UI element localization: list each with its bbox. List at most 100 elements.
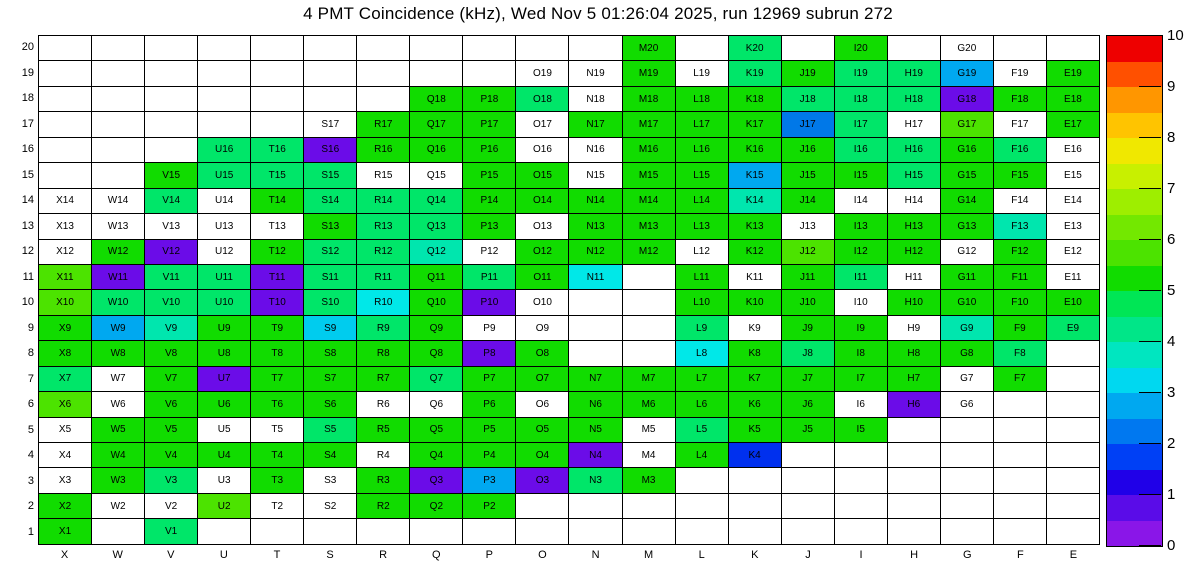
cell-Q17: Q17 — [409, 111, 464, 138]
cell-empty — [303, 34, 358, 62]
cell-F13: F13 — [992, 213, 1047, 240]
cell-X8: X8 — [37, 340, 93, 367]
cell-empty — [462, 518, 517, 545]
cell-empty — [992, 518, 1047, 545]
x-axis-label: E — [1069, 549, 1078, 561]
cell-empty — [91, 34, 146, 62]
cell-X13: X13 — [37, 213, 93, 240]
cell-X2: X2 — [37, 492, 93, 520]
y-axis-label: 10 — [21, 296, 34, 308]
cell-S14: S14 — [303, 187, 358, 215]
colorbar-band — [1107, 418, 1162, 444]
cell-M19: M19 — [621, 60, 676, 87]
cell-G15: G15 — [939, 162, 994, 189]
cell-L16: L16 — [674, 136, 729, 164]
cell-empty — [250, 111, 305, 138]
cell-K15: K15 — [727, 162, 782, 189]
cell-empty — [409, 34, 464, 62]
cell-empty — [1045, 365, 1101, 393]
cell-R3: R3 — [356, 467, 411, 494]
cell-J10: J10 — [780, 289, 835, 316]
cell-G13: G13 — [939, 213, 994, 240]
cell-R8: R8 — [356, 340, 411, 367]
cell-L4: L4 — [674, 441, 729, 469]
cell-G6: G6 — [939, 391, 994, 418]
cell-T12: T12 — [250, 238, 305, 265]
cell-J13: J13 — [780, 213, 835, 240]
cell-T9: T9 — [250, 314, 305, 342]
cell-empty — [197, 60, 252, 87]
cell-empty — [833, 518, 888, 545]
y-axis-label: 4 — [27, 449, 34, 461]
cell-U7: U7 — [197, 365, 252, 393]
cell-X4: X4 — [37, 441, 93, 469]
cell-V12: V12 — [144, 238, 199, 265]
cell-P13: P13 — [462, 213, 517, 240]
cell-O15: O15 — [515, 162, 570, 189]
cell-empty — [780, 492, 835, 520]
colorbar-tick — [1139, 86, 1161, 87]
cell-N5: N5 — [568, 416, 623, 444]
cell-empty — [1045, 441, 1101, 469]
cell-J7: J7 — [780, 365, 835, 393]
cell-I20: I20 — [833, 34, 888, 62]
cell-empty — [515, 492, 570, 520]
cell-U3: U3 — [197, 467, 252, 494]
cell-H11: H11 — [886, 263, 941, 291]
colorbar-tick — [1139, 137, 1161, 138]
cell-P15: P15 — [462, 162, 517, 189]
colorbar-band — [1107, 342, 1162, 368]
cell-R4: R4 — [356, 441, 411, 469]
cell-Q8: Q8 — [409, 340, 464, 367]
cell-empty — [356, 518, 411, 545]
cell-U11: U11 — [197, 263, 252, 291]
cell-M6: M6 — [621, 391, 676, 418]
cell-O14: O14 — [515, 187, 570, 215]
y-axis-label: 17 — [21, 117, 34, 130]
cell-M12: M12 — [621, 238, 676, 265]
cell-H10: H10 — [886, 289, 941, 316]
cell-empty — [1045, 416, 1101, 444]
cell-I9: I9 — [833, 314, 888, 342]
cell-F7: F7 — [992, 365, 1047, 393]
cell-empty — [992, 467, 1047, 494]
cell-U5: U5 — [197, 416, 252, 444]
cell-empty — [780, 518, 835, 545]
cell-empty — [356, 85, 411, 113]
cell-K7: K7 — [727, 365, 782, 393]
cell-empty — [91, 60, 146, 87]
y-axis-label: 16 — [21, 143, 34, 155]
cell-empty — [409, 518, 464, 545]
cell-S15: S15 — [303, 162, 358, 189]
cell-T16: T16 — [250, 136, 305, 164]
cell-empty — [197, 85, 252, 113]
cell-U9: U9 — [197, 314, 252, 342]
pmt-heatmap-grid: M20 K20 I20 G20 O19 N19 M19 L19 K19 J19 I19 H19 G19 F… — [37, 34, 1101, 545]
cell-H12: H12 — [886, 238, 941, 265]
cell-K20: K20 — [727, 34, 782, 62]
cell-N7: N7 — [568, 365, 623, 393]
cell-H8: H8 — [886, 340, 941, 367]
colorbar-tick-label: 9 — [1167, 78, 1176, 95]
cell-U10: U10 — [197, 289, 252, 316]
cell-W2: W2 — [91, 492, 146, 520]
cell-empty — [409, 60, 464, 87]
cell-empty — [833, 467, 888, 494]
cell-X1: X1 — [37, 518, 93, 545]
cell-Q15: Q15 — [409, 162, 464, 189]
cell-empty — [303, 85, 358, 113]
cell-O3: O3 — [515, 467, 570, 494]
x-axis-label: P — [485, 549, 494, 561]
cell-N17: N17 — [568, 111, 623, 138]
cell-K12: K12 — [727, 238, 782, 265]
cell-L18: L18 — [674, 85, 729, 113]
cell-H14: H14 — [886, 187, 941, 215]
cell-Q12: Q12 — [409, 238, 464, 265]
cell-H19: H19 — [886, 60, 941, 87]
cell-X11: X11 — [37, 263, 93, 291]
cell-L9: L9 — [674, 314, 729, 342]
cell-Q2: Q2 — [409, 492, 464, 520]
cell-V15: V15 — [144, 162, 199, 189]
cell-empty — [939, 492, 994, 520]
cell-empty — [515, 518, 570, 545]
